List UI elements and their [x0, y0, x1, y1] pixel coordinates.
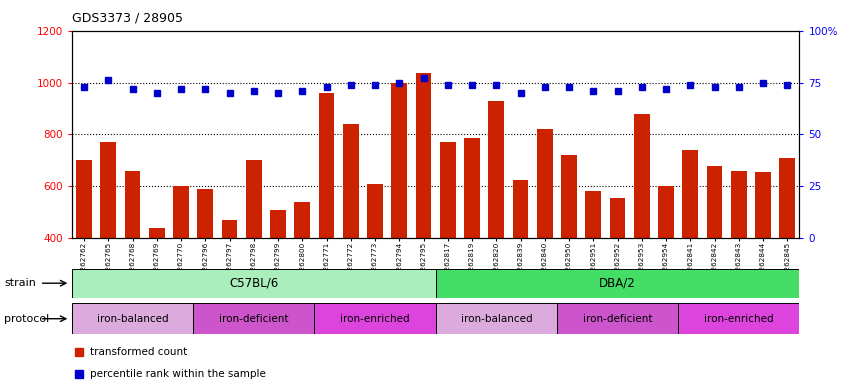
Bar	[173, 186, 189, 238]
Text: transformed count: transformed count	[90, 347, 187, 357]
Bar	[537, 129, 552, 238]
Bar	[731, 170, 747, 238]
Bar	[294, 202, 310, 238]
Bar	[706, 166, 722, 238]
Text: iron-enriched: iron-enriched	[704, 314, 773, 324]
Bar	[440, 142, 456, 238]
Bar	[561, 155, 577, 238]
Bar	[678, 303, 799, 334]
Bar	[392, 83, 407, 238]
Bar	[246, 161, 261, 238]
Bar	[415, 73, 431, 238]
Text: iron-deficient: iron-deficient	[583, 314, 652, 324]
Text: C57BL/6: C57BL/6	[229, 277, 278, 290]
Bar	[101, 142, 116, 238]
Bar	[513, 180, 529, 238]
Bar	[149, 228, 165, 238]
Bar	[464, 138, 480, 238]
Bar	[343, 124, 359, 238]
Bar	[270, 210, 286, 238]
Bar	[319, 93, 334, 238]
Bar	[197, 189, 213, 238]
Text: strain: strain	[4, 278, 36, 288]
Text: iron-enriched: iron-enriched	[340, 314, 409, 324]
Bar	[222, 220, 238, 238]
Bar	[488, 101, 504, 238]
Bar	[72, 303, 193, 334]
Text: GDS3373 / 28905: GDS3373 / 28905	[72, 12, 183, 25]
Bar	[779, 158, 795, 238]
Text: iron-balanced: iron-balanced	[460, 314, 532, 324]
Bar	[658, 186, 674, 238]
Bar	[755, 172, 771, 238]
Bar	[193, 303, 315, 334]
Text: DBA/2: DBA/2	[599, 277, 636, 290]
Text: iron-balanced: iron-balanced	[96, 314, 168, 324]
Text: percentile rank within the sample: percentile rank within the sample	[90, 369, 266, 379]
Bar	[634, 114, 650, 238]
Bar	[436, 269, 799, 298]
Bar	[683, 150, 698, 238]
Bar	[72, 269, 436, 298]
Text: iron-deficient: iron-deficient	[219, 314, 288, 324]
Bar	[585, 191, 602, 238]
Bar	[367, 184, 383, 238]
Bar	[315, 303, 436, 334]
Bar	[124, 170, 140, 238]
Text: protocol: protocol	[4, 314, 49, 324]
Bar	[610, 198, 625, 238]
Bar	[76, 161, 92, 238]
Bar	[436, 303, 557, 334]
Bar	[557, 303, 678, 334]
